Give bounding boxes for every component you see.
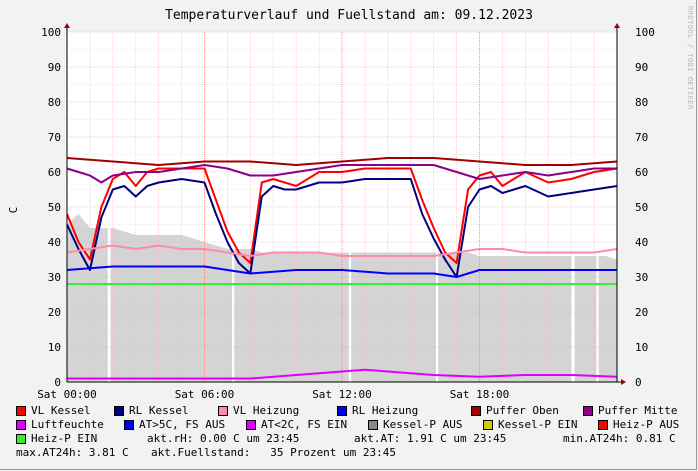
legend-item: RL Heizung [337,404,418,417]
y-tick-label-left: 100 [41,26,61,39]
legend-swatch [16,405,26,416]
series-line-puffer-oben [66,157,618,166]
area-gap [348,32,352,382]
legend-item: AT>5C, FS AUS [124,418,225,431]
stat-min-at24h: min.AT24h: 0.81 C [563,432,676,445]
legend-item: Kessel-P AUS [368,418,462,431]
y-tick-label-right: 60 [635,166,648,179]
legend-swatch [471,405,481,416]
legend-label: Kessel-P EIN [498,418,578,431]
legend-item: VL Kessel [16,404,91,417]
legend-item: Puffer Oben [471,404,559,417]
legend-item: Heiz-P EIN [16,432,97,445]
series-line-vl-kessel [66,167,618,264]
stat-akt-at: akt.AT: 1.91 C um 23:45 [354,432,507,445]
legend-swatch [124,419,134,430]
legend-swatch [218,405,228,416]
legend-label: Heiz-P EIN [31,432,98,445]
tick-labels-layer: 0 0 10 10 20 20 30 30 40 40 50 50 60 60 70 70 80 80 90 90 10… [7,26,655,401]
series-line-puffer-mitte [66,164,617,184]
y-tick-label-right: 100 [635,26,655,39]
series-line-vl-heizung [66,244,618,257]
series-lines-layer [66,157,618,380]
axes-layer [64,23,626,385]
series-line-rl-kessel [66,178,618,278]
legend-swatch [114,405,124,416]
x-tick-label: Sat 18:00 [450,388,510,401]
y-tick-label-left: 50 [48,201,61,214]
legend-label: RL Heizung [352,404,419,417]
y-tick-label-right: 70 [635,131,648,144]
y-axis-arrow-left [64,23,70,28]
legend-item: RL Kessel [114,404,189,417]
y-tick-label-right: 10 [635,341,648,354]
legend-label: RL Kessel [129,404,189,417]
legend-swatch [337,405,347,416]
legend-swatch [583,405,593,416]
stat-max-at24h: max.AT24h: 3.81 C [16,446,129,459]
legend-swatch [483,419,493,430]
legend-item: Luftfeuchte [16,418,104,431]
legend-item: Heiz-P AUS [598,418,679,431]
legend-swatch [368,419,378,430]
x-tick-label: Sat 00:00 [37,388,97,401]
y-tick-label-right: 40 [635,236,648,249]
legend-label: AT<2C, FS EIN [261,418,348,431]
y-tick-label-left: 90 [48,61,61,74]
legend-swatch [16,419,26,430]
legend-item: AT<2C, FS EIN [246,418,347,431]
stat-akt-fuellstand: akt.Fuellstand: 35 Prozent um 23:45 [151,446,397,459]
legend-label: Heiz-P AUS [613,418,680,431]
y-tick-label-right: 30 [635,271,648,284]
y-axis-label: C [7,207,20,214]
y-tick-label-left: 60 [48,166,61,179]
legend-swatch [598,419,608,430]
legend-swatch [16,433,26,444]
x-tick-label: Sat 12:00 [312,388,372,401]
legend-label: Kessel-P AUS [383,418,463,431]
y-tick-label-left: 30 [48,271,61,284]
y-tick-label-right: 0 [635,376,642,389]
stat-akt-rh: akt.rH: 0.00 C um 23:45 [147,432,300,445]
legend-label: Puffer Mitte [598,404,678,417]
y-tick-label-left: 40 [48,236,61,249]
x-axis-arrow [621,379,626,385]
chart-title: Temperaturverlauf und Fuellstand am: 09.… [165,8,533,23]
y-axis-arrow-right [614,23,620,28]
area-gap [571,32,575,382]
y-tick-label-left: 70 [48,131,61,144]
legend-swatch [246,419,256,430]
legend-item: Kessel-P EIN [483,418,577,431]
legend-label: Puffer Oben [486,404,559,417]
y-tick-label-right: 80 [635,96,648,109]
series-line-luftfeuchte [67,368,618,380]
legend-label: AT>5C, FS AUS [139,418,226,431]
y-tick-label-left: 10 [48,341,61,354]
legend-item: Puffer Mitte [583,404,677,417]
legend-label: VL Kessel [31,404,91,417]
legend-item: VL Heizung [218,404,299,417]
y-tick-label-left: 80 [48,96,61,109]
grid-layer [66,31,618,383]
y-tick-label-right: 20 [635,306,648,319]
y-tick-label-left: 20 [48,306,61,319]
series-line-rl-heizung [66,265,617,278]
rrdtool-watermark: RRDTOOL / TOBI OETIKER [686,6,694,110]
legend-label: VL Heizung [233,404,300,417]
x-tick-label: Sat 06:00 [175,388,235,401]
y-tick-label-right: 50 [635,201,648,214]
y-tick-label-left: 0 [54,376,61,389]
y-tick-label-right: 90 [635,61,648,74]
legend-label: Luftfeuchte [31,418,104,431]
